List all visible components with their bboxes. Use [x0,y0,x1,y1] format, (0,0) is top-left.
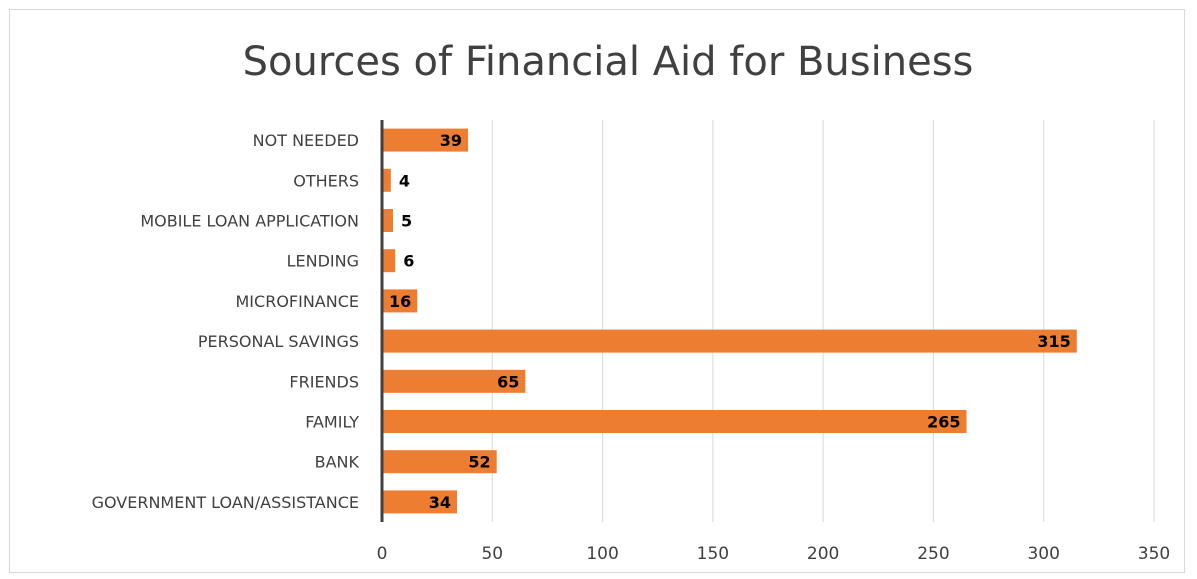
x-tick-label: 150 [697,544,729,564]
category-label: GOVERNMENT LOAN/ASSISTANCE [92,493,359,512]
category-label: BANK [315,453,360,472]
data-label: 6 [403,252,414,271]
category-label: MICROFINANCE [236,292,360,311]
category-label: MOBILE LOAN APPLICATION [140,212,359,231]
data-label: 5 [401,212,412,231]
category-label: FAMILY [305,413,359,432]
chart-frame [9,9,1185,573]
chart-title: Sources of Financial Aid for Business [243,39,974,85]
data-label: 34 [429,493,451,512]
x-tick-label: 300 [1027,544,1059,564]
bar [382,490,457,514]
gridlines [491,120,1155,522]
x-tick-label: 0 [377,544,388,564]
data-label: 4 [399,171,410,190]
category-labels: GOVERNMENT LOAN/ASSISTANCE BANK FAMILY FRIE… [92,131,360,512]
data-label: 265 [927,413,960,432]
bar [382,410,967,433]
x-tick-label: 350 [1138,544,1170,564]
bar [382,249,396,273]
data-label: 52 [468,453,490,472]
data-label: 39 [440,131,462,150]
category-label: PERSONAL SAVINGS [198,332,359,351]
bar [382,168,391,192]
x-tick-label: 200 [807,544,839,564]
x-tick-labels: 0 50 100 150 200 250 300 350 [377,544,1171,564]
data-label: 16 [389,292,411,311]
category-label: OTHERS [293,171,359,190]
bar [382,128,469,152]
bar [382,209,394,232]
category-label: LENDING [287,252,359,271]
x-tick-label: 50 [481,544,503,564]
category-label: FRIENDS [289,372,359,391]
bar [382,289,418,313]
bar [382,329,1077,353]
data-label: 315 [1037,332,1070,351]
x-tick-label: 100 [586,544,618,564]
bar [382,450,497,474]
data-label: 65 [497,372,519,391]
x-tick-label: 250 [917,544,949,564]
category-label: NOT NEEDED [253,131,359,150]
bar [382,369,526,393]
